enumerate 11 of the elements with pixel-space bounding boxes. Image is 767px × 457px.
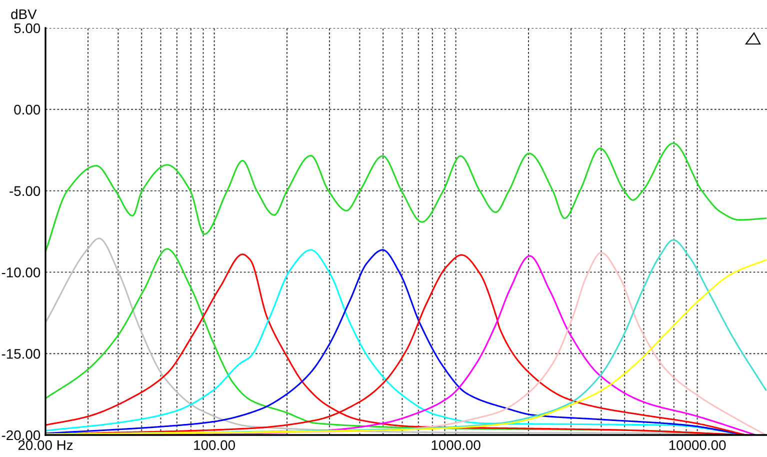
y-tick-label: 5.00	[14, 23, 40, 34]
x-tick-label: 100.00	[194, 440, 235, 450]
y-axis-title: dBV	[11, 8, 37, 20]
x-tick-label: 20.00 Hz	[18, 440, 73, 450]
y-tick-label: -20.00	[2, 430, 40, 440]
y-tick-label: -10.00	[2, 268, 40, 278]
x-tick-label: 10000.00	[669, 440, 726, 450]
y-tick-label: -5.00	[10, 186, 40, 196]
x-tick-label: 1000.00	[432, 440, 480, 450]
y-tick-label: 0.00	[14, 104, 40, 115]
y-tick-label: -15.00	[2, 348, 40, 359]
